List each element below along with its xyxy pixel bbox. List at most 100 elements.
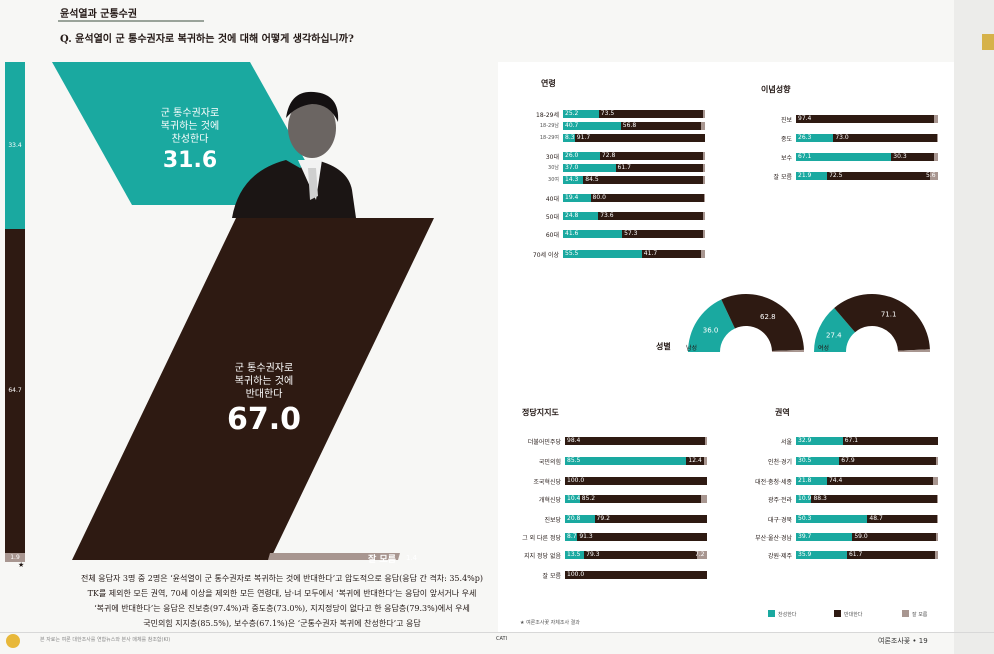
bars-age-value-9-1: 41.7 (643, 250, 658, 257)
bars-party-value-0-1: 98.4 (567, 437, 581, 444)
bars-ideology-seg-2-1 (891, 153, 935, 161)
gender-donut-chart: 36.0 62.8 27.4 71.1 (688, 294, 930, 352)
bars-ideology-seg-3-1 (827, 172, 931, 180)
bars-party-seg-6-0 (565, 551, 585, 559)
bars-age-label-7: 50대 (545, 214, 559, 221)
section-title: 윤석열과 군통수권 (60, 9, 138, 20)
bars-region-value-2-0: 21.8 (798, 477, 812, 484)
bars-age-row-6: 19.4 80.0 (563, 194, 705, 202)
bars-age-row-7: 24.8 73.6 (563, 212, 705, 220)
bars-party-value-4-0: 20.8 (567, 515, 581, 522)
gender-value-0-1: 62.8 (760, 313, 776, 321)
bars-region-seg-4-0 (796, 515, 868, 523)
agree-label: 군 통수권자로 복귀하는 것에 찬성한다 (160, 108, 220, 145)
footer-left-note: 본 자료는 여론 대한조사를 연합뉴스와 본사 매체를 참조함(KI) (40, 637, 171, 643)
footer-page-number: 여론조사꽃 • 19 (878, 637, 928, 645)
bars-ideology-seg-1-0 (796, 134, 834, 142)
bars-party-value-5-0: 8.7 (567, 533, 577, 540)
bars-party-seg-3-0 (565, 495, 580, 503)
footer-rule (0, 632, 994, 633)
bars-region-seg-5-1 (852, 533, 937, 541)
unknown-value: 1.4 (406, 554, 418, 562)
bars-age-value-0-1: 73.5 (600, 110, 615, 117)
source-note: ★ 여론조사꽃 자체조사 결과 (520, 620, 580, 626)
bars-age-seg-7-1 (598, 212, 703, 220)
bars-region-label-1: 인천·경기 (768, 459, 792, 466)
region-panel-title: 권역 (775, 408, 790, 417)
gender-value-0-0: 36.0 (703, 326, 719, 334)
bars-age-value-8-0: 41.6 (565, 230, 579, 237)
side-bar-unknown (5, 552, 25, 562)
gender-panel-title: 성별 (656, 342, 671, 351)
bars-region-value-3-1: 88.3 (813, 495, 827, 502)
bars-region-value-4-0: 50.3 (798, 515, 812, 522)
legend-agree-swatch (768, 610, 775, 617)
bars-age-seg-7-0 (563, 212, 599, 220)
bars-age-label-3: 30대 (545, 154, 559, 161)
bars-ideology-label-0: 진보 (780, 117, 792, 124)
bars-region-label-0: 서울 (780, 439, 792, 446)
summary-text: 전체 응답자 3명 중 2명은 ‘윤석열이 군 통수권자로 복귀하는 것에 반대… (81, 574, 483, 628)
bars-age-value-7-1: 73.6 (600, 212, 614, 219)
bars-party-label-0: 더불어민주당 (527, 439, 561, 446)
bars-region-value-6-0: 35.9 (798, 551, 812, 558)
bars-age-seg-2-1 (574, 134, 705, 142)
bars-age-seg-6-1 (590, 194, 705, 202)
bars-region-value-4-1: 48.7 (869, 515, 883, 522)
side-bar-oppose (5, 229, 25, 553)
bars-region-seg-6-0 (796, 551, 847, 559)
bars-region-seg-2-1 (826, 477, 933, 485)
bars-party-seg-1-1 (686, 457, 704, 465)
bars-party-label-7: 잘 모름 (542, 573, 561, 580)
bars-party-row-0: 98.4 (565, 437, 707, 445)
bars-age-label-9: 70세 이상 (532, 252, 559, 259)
bars-region-seg-5-0 (796, 533, 853, 541)
bars-party-value-6-0: 13.5 (567, 551, 581, 558)
gender-arc-0-rest (771, 349, 804, 352)
bars-age-value-4-0: 37.0 (565, 164, 579, 171)
bars-region-seg-1-0 (796, 457, 840, 465)
age-panel-title: 연령 (541, 79, 556, 88)
bars-party-value-4-1: 79.2 (596, 515, 610, 522)
bars-age-seg-4-0 (563, 164, 616, 172)
bars-region-value-5-1: 59.0 (854, 533, 868, 540)
bars-region-seg-3-1 (811, 495, 937, 503)
bars-ideology-value-2-1: 30.3 (893, 153, 907, 160)
bars-age-value-6-0: 19.4 (565, 194, 579, 201)
bars-ideology-row-0: 97.4 (796, 115, 938, 123)
bars-ideology-value-1-0: 26.3 (798, 134, 812, 141)
gender-male-label: 남성 (686, 345, 698, 352)
bars-age-seg-0-1 (598, 110, 704, 118)
gender-female-label: 여성 (818, 345, 830, 352)
bars-ideology-value-0-1: 97.4 (798, 115, 812, 122)
bars-party-value-6-1: 79.3 (586, 551, 600, 558)
bars-ideology-seg-2-0 (796, 153, 892, 161)
bars-age-label-0: 18-29세 (536, 112, 559, 119)
bars-ideology-label-2: 보수 (780, 155, 792, 162)
bars-region-value-2-1: 74.4 (828, 477, 843, 484)
bars-region-value-0-1: 67.1 (844, 437, 859, 444)
bars-ideology-value-2-0: 67.1 (798, 153, 812, 160)
unknown-sliver (268, 553, 400, 560)
bars-ideology-row-3: 21.9 72.5 5.6 (796, 172, 938, 180)
bars-age-value-6-1: 80.0 (592, 194, 606, 201)
bars-age-value-3-1: 72.8 (601, 152, 616, 159)
ideology-panel-title: 이념성향 (761, 85, 791, 94)
bars-ideology-seg-0-1 (796, 115, 935, 123)
gender-arc-1-0 (814, 308, 856, 352)
bars-ideology-value-1-1: 73.0 (835, 134, 849, 141)
bars-age-seg-8-0 (563, 230, 623, 238)
bars-region-row-3: 10.9 88.3 (796, 495, 938, 503)
bars-party-label-6: 지지 정당 없음 (524, 553, 561, 560)
bars-party-seg-5-0 (565, 533, 578, 541)
bars-party-value-1-0: 85.5 (567, 457, 581, 464)
bars-age-row-0: 25.2 73.5 (563, 110, 705, 118)
oppose-parallelogram (72, 218, 434, 560)
hero-graphic (52, 62, 434, 560)
bars-party-seg-7-1 (565, 571, 707, 579)
side-bar-agree-label: 33.4 (8, 141, 22, 149)
bars-party-seg-2-1 (565, 477, 707, 485)
bars-age-row-5: 14.3 84.5 (563, 176, 705, 184)
title-divider (58, 20, 204, 22)
bars-party-value-3-0: 10.4 (567, 495, 581, 502)
